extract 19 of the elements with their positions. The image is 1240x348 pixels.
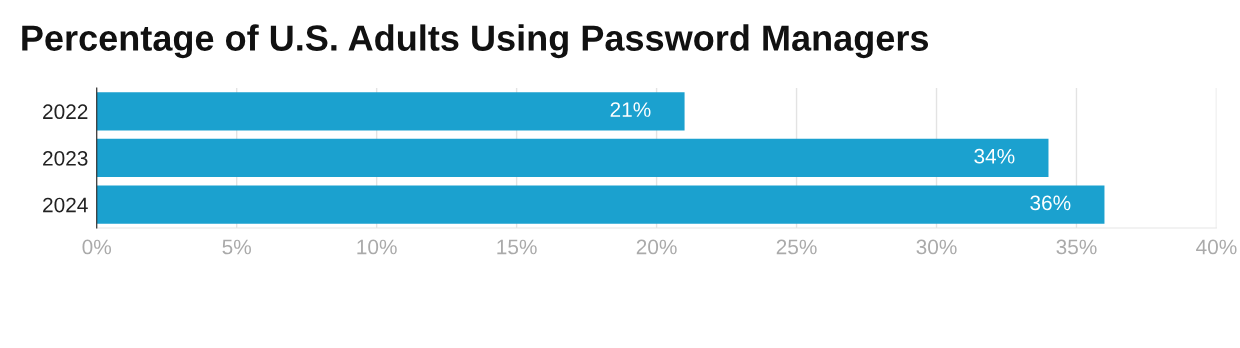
x-tick-label: 5% [222, 239, 251, 255]
x-tick-label: 20% [636, 239, 677, 255]
x-tick-label: 35% [1056, 239, 1097, 255]
data-label: 36% [1030, 195, 1071, 211]
y-tick-label: 2022 [43, 104, 88, 120]
x-tick-label: 30% [916, 239, 957, 255]
x-tick-label: 15% [497, 239, 537, 255]
x-tick-label: 10% [357, 239, 397, 255]
y-tick-label: 2024 [43, 197, 88, 213]
bar [96, 138, 1049, 178]
bar [96, 92, 685, 131]
chart-title: Percentage of U.S. Adults Using Password Managers [22, 24, 929, 59]
x-tick-label: 0% [82, 239, 112, 255]
bar [96, 185, 1105, 224]
x-tick-label: 25% [776, 239, 817, 255]
x-tick-label: 40% [1196, 239, 1237, 255]
data-label: 21% [610, 102, 651, 117]
data-label: 34% [974, 148, 1015, 164]
y-tick-label: 2023 [43, 150, 88, 166]
